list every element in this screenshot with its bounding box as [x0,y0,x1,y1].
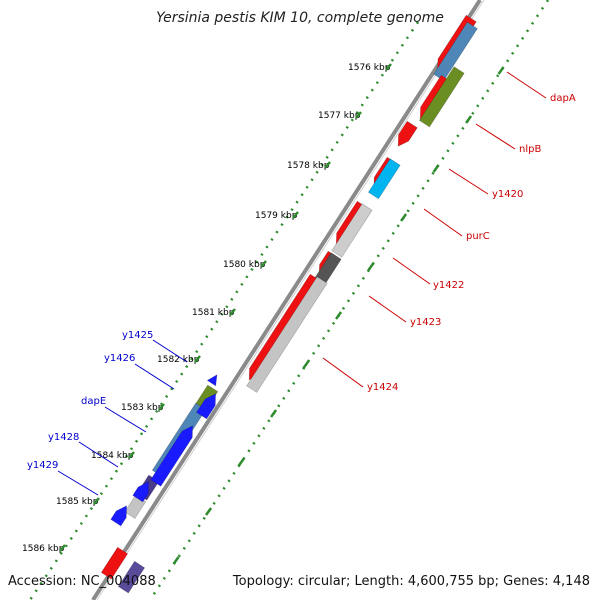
scale-ticks: 1576 kbp 1577 kbp 1578 kbp 1579 kbp 1580 kbp… [22,63,505,565]
reverse-gene-block [150,425,193,487]
gene-leader-line [152,339,188,363]
forward-gene-block [367,158,401,200]
scale-tick-mark [59,544,66,552]
scale-tick-mark [172,556,180,565]
gene-leader-line [392,257,431,285]
gene-label-dapA: dapA [550,93,576,104]
gene-label-y1429: y1429 [27,460,58,471]
gene-label-dapE: dapE [81,396,106,407]
forward-gene-block [246,276,328,393]
scale-tick-mark [302,360,310,369]
scale-tick-mark [128,451,135,459]
gene-label-y1422: y1422 [433,280,464,291]
reverse-strand-genes [100,374,219,594]
gene-leader-line [322,357,364,388]
scale-tick-mark [385,63,392,71]
scale-tick-mark [270,409,278,418]
genome-backbone [91,0,482,600]
gene-label-y1420: y1420 [492,189,523,200]
accession-text: Accession: NC_004088 [8,574,156,589]
gene-leader-line [134,363,175,390]
scale-ring-outer [148,0,550,600]
scale-tick-label: 1579 kbp [255,211,298,221]
forward-strand-genes [246,14,478,393]
scale-tick-label: 1583 kbp [121,403,164,413]
scale-tick-mark [367,262,375,271]
gene-leader-line [368,295,407,323]
reverse-gene-annotations: y1425 y1426 dapE y1428 y1429 [27,330,188,496]
scale-tick-mark [194,355,201,363]
scale-tick-mark [335,311,343,320]
gene-label-y1426: y1426 [104,353,135,364]
scale-tick-mark [93,497,100,505]
scale-tick-mark [260,260,267,268]
scale-tick-label: 1578 kbp [287,161,330,171]
scale-tick-label: 1582 kbp [157,355,200,365]
forward-gene-block [331,203,373,258]
scale-tick-mark [497,66,505,75]
gene-leader-line [78,441,119,468]
forward-gene-block [397,120,418,147]
scale-tick-mark [432,164,440,173]
scale-tick-mark [229,308,236,316]
forward-gene-block [418,66,465,128]
topology-text: Topology: circular; Length: 4,600,755 bp… [232,574,590,589]
scale-tick-label: 1585 kbp [56,497,99,507]
scale-tick-mark [355,111,362,119]
scale-tick-mark [237,458,245,467]
gene-leader-line [475,123,516,150]
gene-label-purC: purC [466,231,490,242]
scale-tick-label: 1586 kbp [22,544,65,554]
forward-gene-annotations: dapA nlpB y1420 purC y1422 y1423 y1424 [322,71,576,393]
scale-tick-mark [292,211,299,219]
gene-label-y1425: y1425 [122,330,153,341]
scale-tick-mark [400,213,408,222]
scale-tick-mark [324,161,331,169]
scale-tick-label: 1576 kbp [348,63,391,73]
scale-tick-mark [158,403,165,411]
gene-label-y1428: y1428 [48,432,79,443]
gene-leader-line [448,168,489,195]
scale-tick-label: 1580 kbp [223,260,266,270]
reverse-gene-block [132,481,149,503]
reverse-gene-block [110,505,127,527]
genome-title: Yersinia pestis KIM 10, complete genome [156,10,444,26]
gene-leader-line [423,208,463,237]
reverse-gene-block [196,393,216,420]
gene-leader-line [506,71,547,99]
reverse-gene-block [100,546,129,580]
scale-tick-label: 1581 kbp [192,308,235,318]
gene-label-y1423: y1423 [410,317,441,328]
reverse-gene-block [206,374,218,387]
gene-leader-line [104,406,147,433]
scale-tick-label: 1584 kbp [91,451,134,461]
scale-tick-mark [465,115,473,124]
gene-leader-line [57,470,99,496]
gene-label-y1424: y1424 [367,382,398,393]
reverse-gene-block [117,560,146,594]
gene-label-nlpB: nlpB [519,144,541,155]
scale-tick-label: 1577 kbp [318,111,361,121]
genome-backbone-shadow [96,0,485,600]
scale-tick-mark [205,507,213,516]
